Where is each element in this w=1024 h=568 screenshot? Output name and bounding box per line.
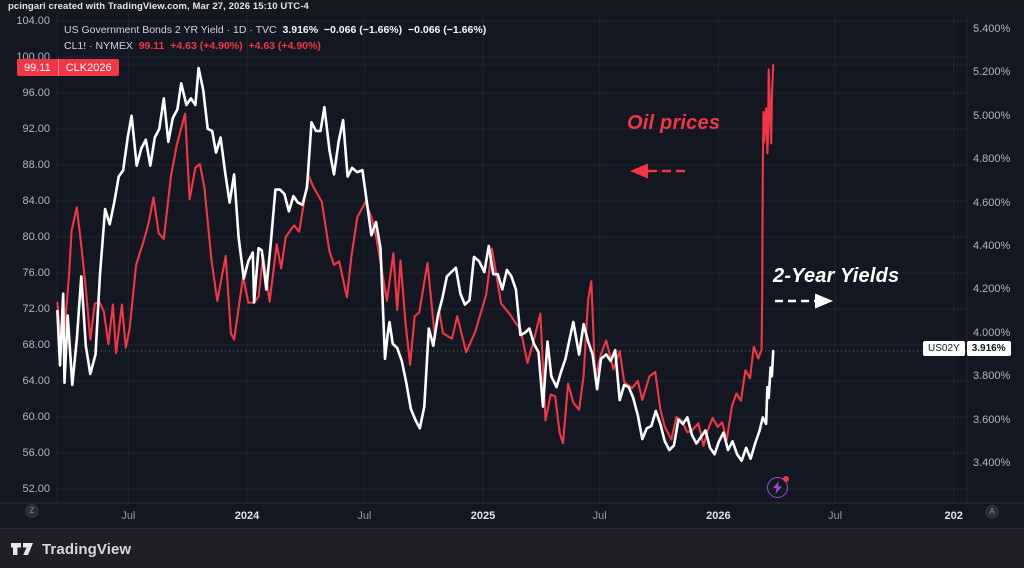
timezone-badge[interactable]: Z <box>25 504 39 518</box>
right-axis-tick: 3.800% <box>973 370 1011 383</box>
right-axis-tick: 3.600% <box>973 413 1011 426</box>
left-axis-tick: 96.00 <box>22 87 50 99</box>
right-axis-tick: 4.600% <box>973 196 1011 209</box>
legend-symbol-us02y: US Government Bonds 2 YR Yield · 1D · TV… <box>64 24 277 36</box>
left-axis-tick: 64.00 <box>22 375 50 387</box>
legend-row-cl1[interactable]: CL1! · NYMEX 99.11 +4.63 (+4.90%) +4.63 … <box>64 38 486 54</box>
yield-last-price-labels: US02Y 3.916% <box>923 341 1011 356</box>
yield-series-line <box>56 66 775 463</box>
legend-symbol-cl1: CL1! · NYMEX <box>64 40 133 52</box>
left-axis-tick: 80.00 <box>22 231 50 243</box>
auto-scale-badge[interactable]: A <box>985 505 999 519</box>
time-axis-tick: 202 <box>944 510 963 522</box>
label-divider <box>57 59 59 76</box>
attribution-text: pcingari created with TradingView.com, M… <box>8 1 309 12</box>
oil-last-price-label: 99.11 CLK2026 <box>17 59 119 76</box>
right-axis-tick: 5.000% <box>973 109 1011 122</box>
yield-symbol-label: US02Y <box>923 341 965 356</box>
right-axis-tick: 4.200% <box>973 283 1011 296</box>
right-axis-tick: 4.800% <box>973 153 1011 166</box>
oil-last-price: 99.11 <box>24 61 51 74</box>
right-axis-tick: 5.200% <box>973 66 1011 79</box>
legend-change-us02y: 3.916% −0.066 (−1.66%) −0.066 (−1.66%) <box>282 24 487 36</box>
left-axis-tick: 104.00 <box>16 15 50 27</box>
left-axis-tick: 72.00 <box>22 303 50 315</box>
time-axis-tick: 2024 <box>234 510 260 522</box>
left-axis-tick: 88.00 <box>22 159 50 171</box>
left-axis-tick: 92.00 <box>22 123 50 135</box>
left-axis-tick: 52.00 <box>22 483 50 495</box>
oil-contract-code: CLK2026 <box>65 61 112 74</box>
attribution-bar: pcingari created with TradingView.com, M… <box>0 0 1024 14</box>
legend-row-us02y[interactable]: US Government Bonds 2 YR Yield · 1D · TV… <box>64 22 486 38</box>
event-lightning-icon[interactable] <box>767 476 789 498</box>
time-axis-tick: 2025 <box>470 510 496 522</box>
right-axis-tick: 3.400% <box>973 457 1011 469</box>
right-axis-tick: 5.400% <box>973 23 1011 35</box>
time-axis-tick: Jul <box>121 510 136 522</box>
time-axis-tick: Jul <box>592 510 607 522</box>
legend-change-cl1: 99.11 +4.63 (+4.90%) +4.63 (+4.90%) <box>138 40 321 52</box>
left-axis-tick: 60.00 <box>22 411 50 423</box>
chart-legend: US Government Bonds 2 YR Yield · 1D · TV… <box>64 22 486 54</box>
oil-arrow-head-icon <box>630 163 648 179</box>
lightning-bolt-icon <box>773 481 782 494</box>
notification-dot <box>783 476 789 482</box>
left-axis-tick: 68.00 <box>22 339 50 351</box>
left-axis-tick: 84.00 <box>22 195 50 207</box>
chart-canvas[interactable] <box>0 0 1024 528</box>
right-axis-tick: 4.400% <box>973 240 1011 252</box>
time-axis-tick: Jul <box>828 510 843 522</box>
oil-prices-annotation[interactable]: Oil prices <box>627 112 721 134</box>
yields-arrow-head-icon <box>815 293 833 309</box>
left-axis-tick: 56.00 <box>22 447 50 459</box>
two-year-yields-annotation[interactable]: 2-Year Yields <box>773 265 900 287</box>
time-axis-tick: 2026 <box>706 510 731 522</box>
left-axis-tick: 76.00 <box>22 267 50 279</box>
time-axis-tick: Jul <box>357 510 372 522</box>
footer-bar <box>0 528 1024 568</box>
right-axis-tick: 4.000% <box>973 326 1011 339</box>
tradingview-logo-text: TradingView <box>42 540 132 558</box>
tradingview-logo[interactable]: TradingView <box>10 540 131 558</box>
tradingview-logo-icon <box>11 543 33 555</box>
yield-last-price: 3.916% <box>966 341 1011 356</box>
